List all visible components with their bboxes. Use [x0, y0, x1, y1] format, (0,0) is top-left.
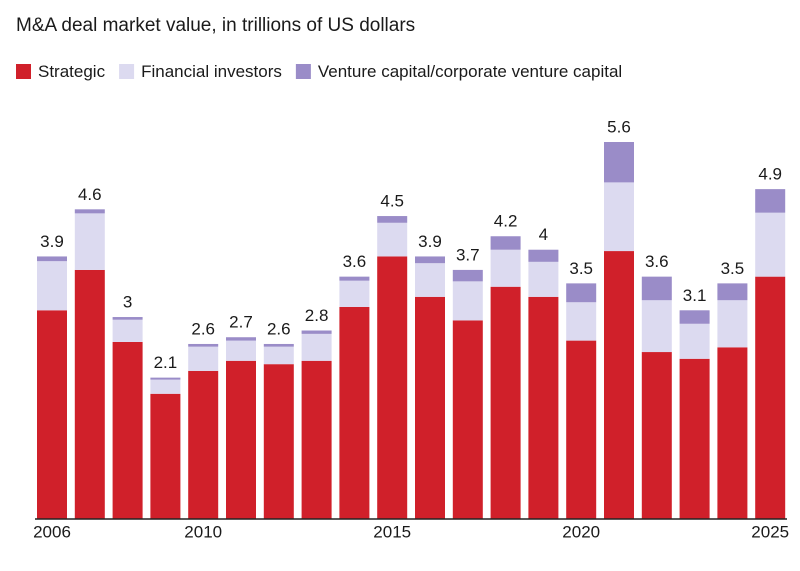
bar-segment — [112, 341, 143, 519]
total-label: 4 — [539, 225, 548, 244]
bar-segment — [37, 310, 67, 519]
bar-segment — [188, 346, 219, 371]
bar-segment — [112, 317, 143, 320]
bar-segment — [604, 251, 634, 519]
chart-title: M&A deal market value, in trillions of U… — [16, 15, 415, 36]
bar-segment — [37, 256, 67, 262]
total-label: 2.8 — [305, 306, 329, 325]
bar-segment — [490, 236, 521, 250]
bar-segment — [528, 261, 559, 297]
bar-segment — [452, 281, 483, 321]
bar-segment — [566, 340, 597, 519]
bar-segment — [263, 346, 294, 365]
total-label: 3.5 — [721, 259, 745, 278]
bar-segment — [755, 212, 786, 277]
bar-segment — [566, 302, 597, 341]
bar-segment — [604, 182, 634, 252]
bar-segment — [188, 370, 219, 519]
total-label: 4.2 — [494, 212, 518, 231]
total-label: 3.9 — [40, 232, 64, 251]
bar-segment — [717, 300, 748, 348]
legend-swatch — [119, 64, 135, 79]
bar-segment — [150, 393, 181, 519]
total-label: 2.6 — [191, 319, 215, 338]
bar-segment — [528, 296, 559, 519]
total-label: 3.5 — [569, 259, 593, 278]
bar-segment — [528, 249, 559, 262]
bar-segment — [37, 261, 67, 311]
bar-segment — [755, 276, 786, 519]
bar-segment — [415, 296, 445, 519]
total-label: 4.5 — [380, 192, 404, 211]
total-label: 3.6 — [645, 252, 669, 271]
bar-segment — [566, 283, 597, 303]
bar-segment — [679, 310, 710, 324]
x-tick-label: 2020 — [562, 522, 600, 541]
bar-segment — [301, 333, 332, 361]
bar-segment — [490, 286, 521, 519]
x-tick-label: 2006 — [33, 522, 71, 541]
total-label: 3.9 — [418, 232, 442, 251]
legend-label: Strategic — [38, 62, 106, 81]
bar-segment — [377, 222, 408, 257]
bar-segment — [74, 209, 105, 214]
total-label: 4.9 — [758, 165, 782, 184]
bar-segment — [377, 216, 408, 223]
bar-segment — [490, 249, 521, 287]
bar-segment — [755, 189, 786, 213]
bar-segment — [339, 306, 370, 519]
legend-label: Financial investors — [141, 62, 282, 81]
bar-segment — [717, 347, 748, 519]
total-label: 2.6 — [267, 319, 291, 338]
bar-segment — [679, 323, 710, 359]
bar-segment — [415, 263, 445, 297]
bar-segment — [452, 269, 483, 282]
total-label: 4.6 — [78, 185, 102, 204]
bar-segment — [641, 276, 672, 301]
bar-segment — [377, 256, 408, 519]
bar-segment — [339, 280, 370, 307]
bar-segment — [301, 360, 332, 519]
bar-segment — [415, 256, 445, 264]
bar-segment — [452, 320, 483, 519]
total-label: 2.1 — [154, 353, 178, 372]
bar-segment — [226, 340, 256, 361]
legend-swatch — [16, 64, 31, 79]
total-label: 3 — [123, 293, 132, 312]
x-tick-label: 2015 — [373, 522, 411, 541]
x-tick-label: 2010 — [184, 522, 222, 541]
total-label: 3.6 — [343, 252, 367, 271]
bar-segment — [641, 300, 672, 353]
bar-segment — [641, 352, 672, 519]
bar-segment — [150, 379, 181, 394]
total-label: 3.1 — [683, 286, 707, 305]
bar-segment — [112, 319, 143, 342]
total-label: 2.7 — [229, 313, 253, 332]
legend-label: Venture capital/corporate venture capita… — [318, 62, 622, 81]
bar-segment — [226, 360, 256, 519]
bar-segment — [150, 377, 181, 380]
bar-segment — [717, 283, 748, 301]
x-tick-label: 2025 — [751, 522, 789, 541]
bar-segment — [263, 364, 294, 519]
bar-segment — [263, 343, 294, 347]
bar-segment — [74, 269, 105, 519]
bar-segment — [74, 213, 105, 270]
bar-segment — [339, 276, 370, 281]
bar-segment — [679, 358, 710, 519]
bar-segment — [301, 330, 332, 334]
legend-swatch — [295, 64, 311, 79]
total-label: 5.6 — [607, 117, 631, 136]
bar-segment — [604, 142, 634, 183]
bar-segment — [226, 337, 256, 341]
bar-segment — [188, 343, 219, 347]
total-label: 3.7 — [456, 245, 480, 264]
